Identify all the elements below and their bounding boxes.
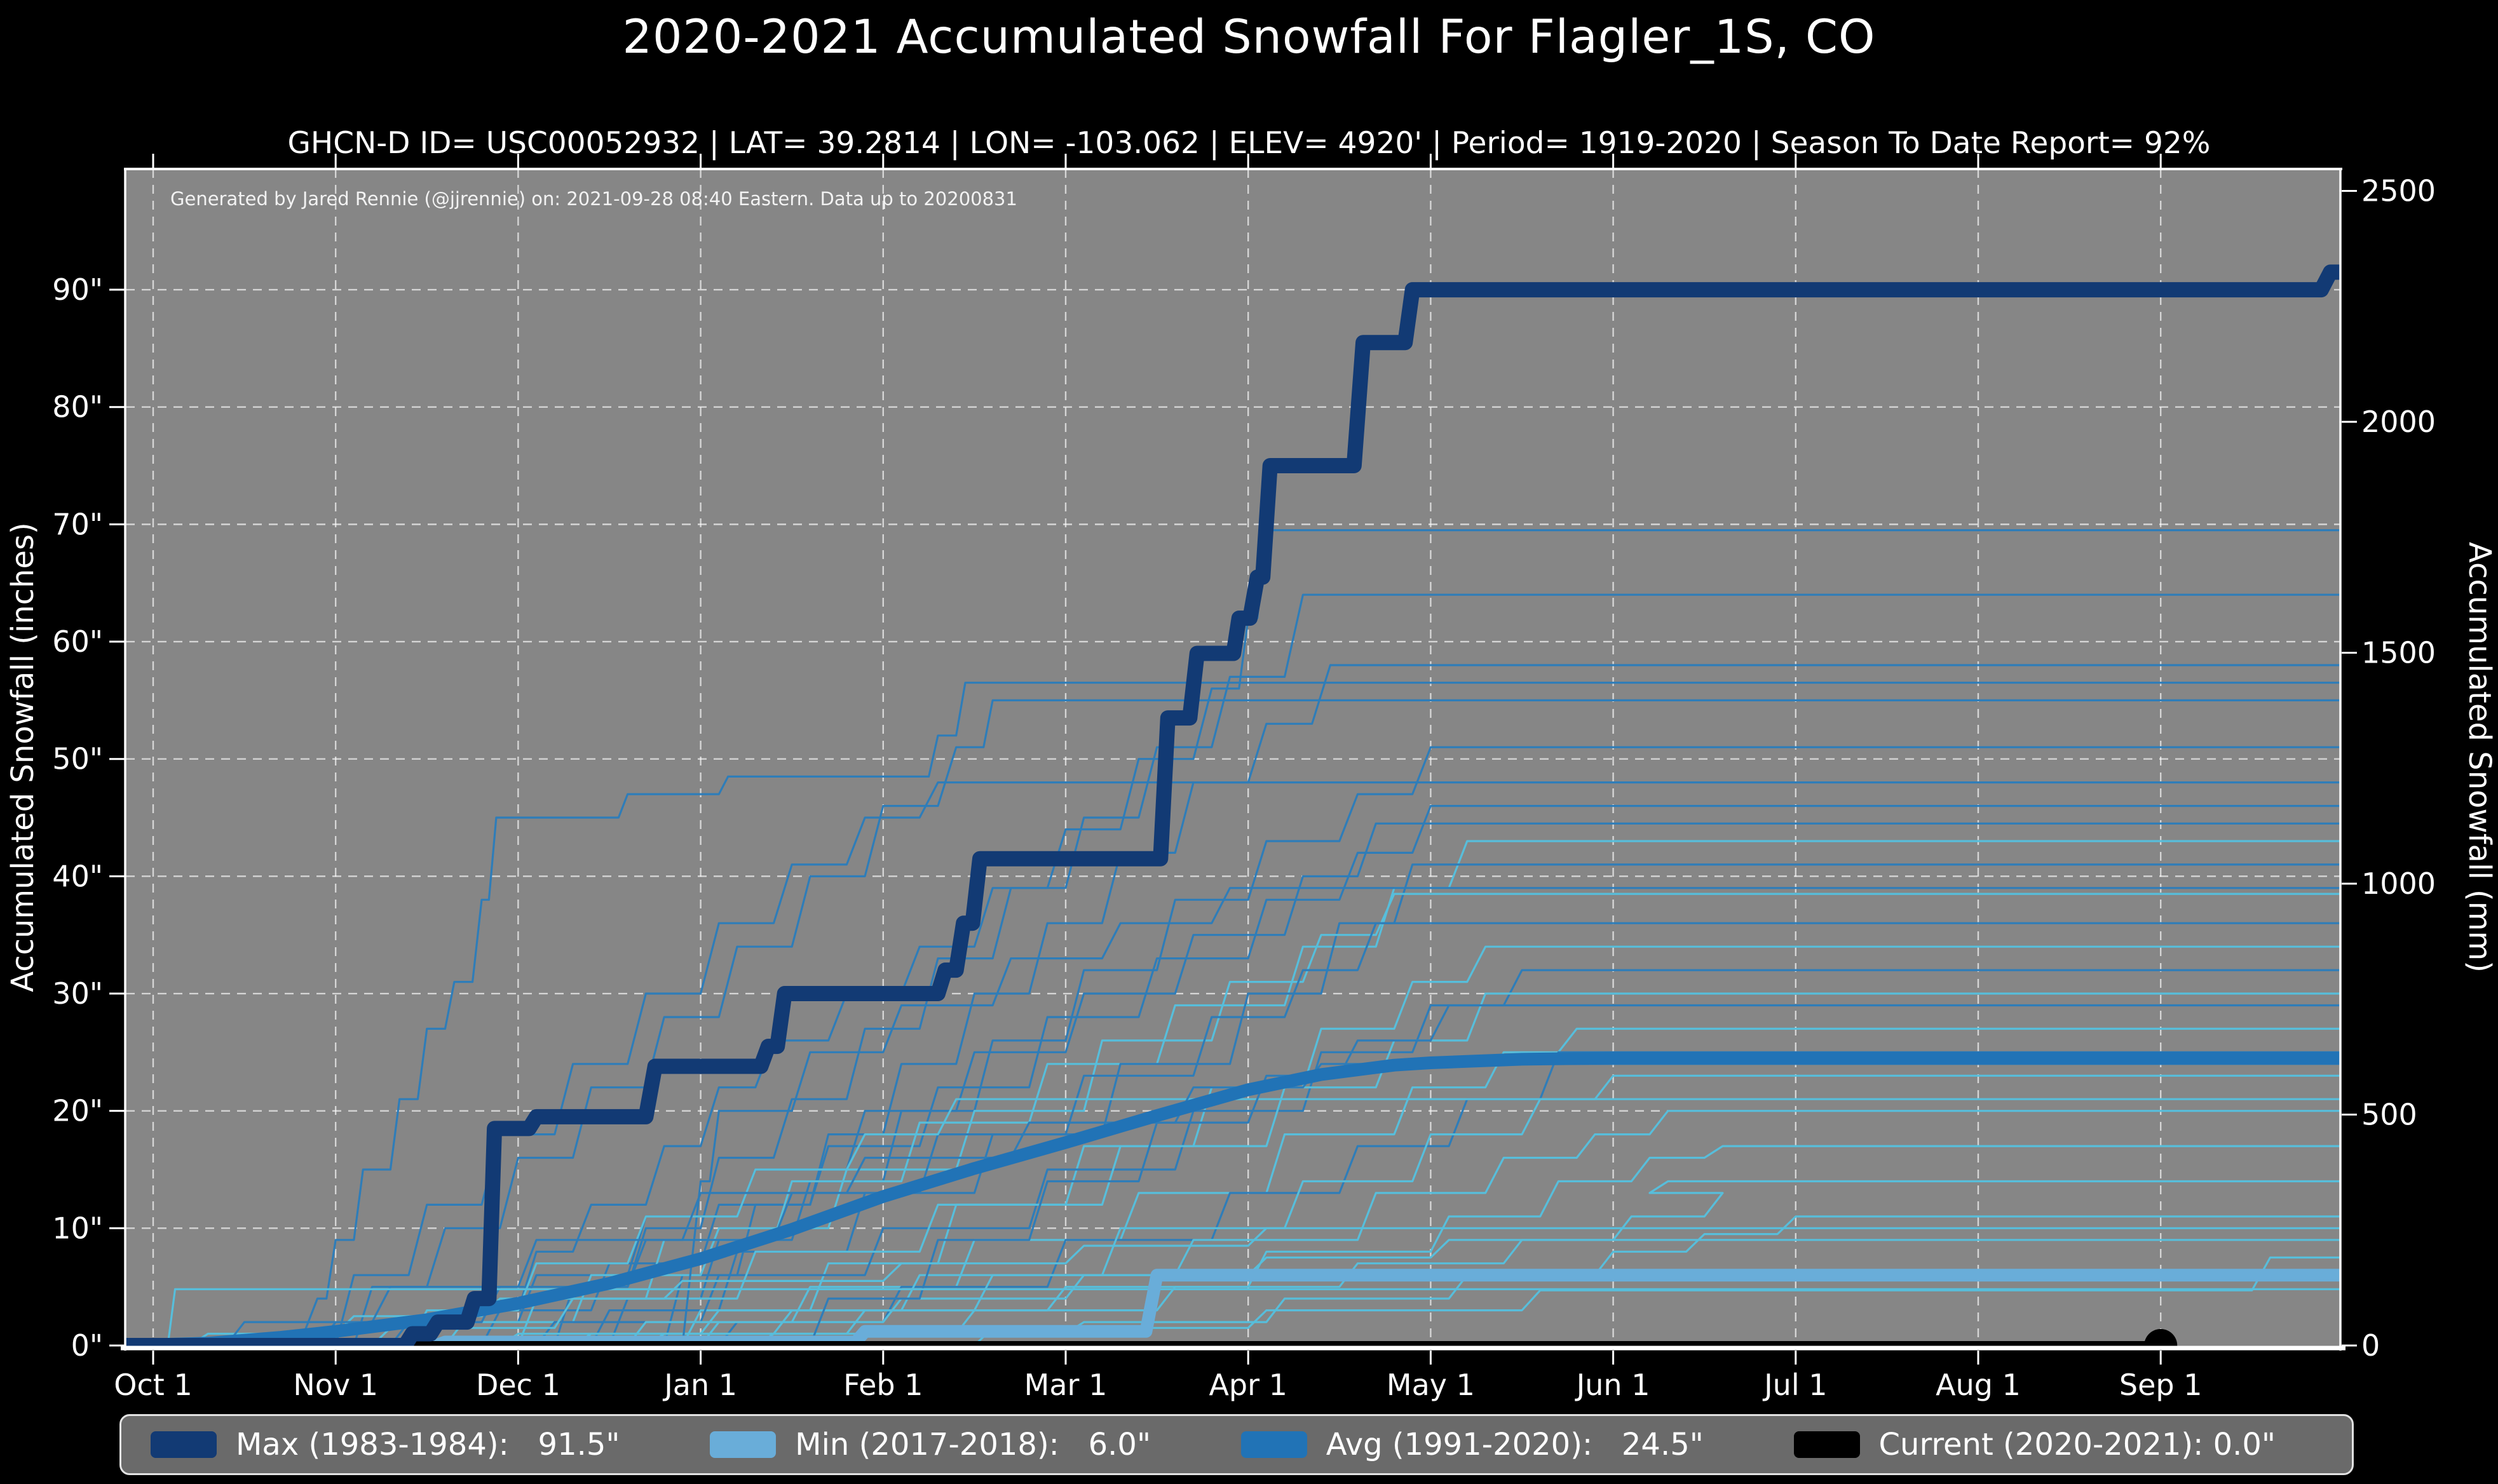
historical-season-line: [225, 1063, 2340, 1346]
legend-item-max: Max (1983-1984): 91.5": [151, 1427, 620, 1462]
historical-season-line: [407, 1098, 2340, 1346]
x-tick-label: Jun 1: [1575, 1368, 1650, 1402]
y-tick-label-left: 70": [52, 507, 103, 541]
y-tick-label-right: 0: [2361, 1328, 2380, 1363]
historical-season-line: [298, 682, 2340, 1346]
y-tick-label-left: 80": [52, 390, 103, 424]
current-season-end-dot: [2144, 1329, 2178, 1348]
legend-label-avg: Avg (1991-2020): 24.5": [1326, 1427, 1704, 1462]
y-tick-label-left: 50": [52, 742, 103, 776]
legend: Max (1983-1984): 91.5" Min (2017-2018): 6…: [119, 1414, 2354, 1475]
legend-item-min: Min (2017-2018): 6.0": [710, 1427, 1151, 1462]
y-tick-label-left: 10": [52, 1211, 103, 1245]
x-tick-label: Aug 1: [1936, 1368, 2021, 1402]
y-tick-label-right: 1000: [2361, 867, 2436, 901]
x-tick-label: Jul 1: [1762, 1368, 1827, 1402]
y-tick-label-right: 2500: [2361, 173, 2436, 208]
left-axis-title: Accumulated Snowfall (inches): [5, 522, 41, 992]
legend-label-current: Current (2020-2021): 0.0": [1878, 1427, 2276, 1462]
y-tick-label-left: 90": [52, 273, 103, 307]
series-line-avg: [126, 1051, 2340, 1348]
legend-item-current: Current (2020-2021): 0.0": [1793, 1427, 2276, 1462]
x-tick-label: Dec 1: [476, 1368, 560, 1402]
generated-by-annotation: Generated by Jared Rennie (@jjrennie) on…: [170, 188, 1017, 210]
historical-season-line: [700, 1239, 2340, 1346]
x-tick-label: Sep 1: [2119, 1368, 2203, 1402]
historical-season-line: [553, 593, 2340, 1346]
x-tick-label: May 1: [1387, 1368, 1475, 1402]
legend-label-min: Min (2017-2018): 6.0": [795, 1427, 1151, 1462]
series-line-max: [126, 264, 2340, 1348]
x-tick-label: Feb 1: [843, 1368, 923, 1402]
historical-season-line: [480, 805, 2340, 1346]
right-axis-title: Accumulated Snowfall (mm): [2462, 542, 2497, 973]
y-tick-label-right: 500: [2361, 1097, 2417, 1131]
axes-spines: [121, 168, 2345, 1351]
axis-ticks: [109, 154, 2357, 1365]
historical-season-line: [572, 1110, 2340, 1347]
legend-item-avg: Avg (1991-2020): 24.5": [1240, 1427, 1704, 1462]
y-tick-label-left: 20": [52, 1094, 103, 1128]
x-tick-label: Jan 1: [662, 1368, 737, 1402]
legend-label-max: Max (1983-1984): 91.5": [236, 1427, 620, 1462]
historical-season-line: [754, 1180, 2340, 1347]
page-title: 2020-2021 Accumulated Snowfall For Flagl…: [622, 10, 1876, 64]
y-tick-label-right: 1500: [2361, 635, 2436, 670]
x-tick-label: Nov 1: [293, 1368, 378, 1402]
historical-season-line: [444, 893, 2340, 1346]
historical-season-line: [166, 1288, 2340, 1346]
y-tick-label-left: 60": [52, 624, 103, 659]
series-lines: [126, 264, 2340, 1348]
legend-swatch-min: [710, 1431, 777, 1458]
y-tick-label-left: 30": [52, 976, 103, 1011]
historical-season-line: [334, 781, 2340, 1346]
x-tick-label: Apr 1: [1209, 1368, 1287, 1402]
y-tick-label-left: 0": [71, 1328, 103, 1363]
historical-season-line: [645, 1145, 2340, 1347]
axis-tick-labels: Oct 1 Nov 1 Dec 1 Jan 1 Feb 1 Mar 1 Apr 1 May 1…: [52, 173, 2436, 1402]
legend-swatch-avg: [1240, 1431, 1307, 1458]
historical-season-line: [390, 822, 2340, 1346]
legend-swatch-max: [151, 1431, 217, 1458]
legend-swatch-current: [1793, 1431, 1860, 1458]
y-tick-label-right: 2000: [2361, 405, 2436, 439]
historical-season-line: [681, 887, 2340, 1346]
x-tick-label: Oct 1: [114, 1368, 192, 1402]
historical-season-line: [353, 699, 2340, 1346]
y-tick-label-left: 40": [52, 859, 103, 893]
x-tick-label: Mar 1: [1024, 1368, 1108, 1402]
